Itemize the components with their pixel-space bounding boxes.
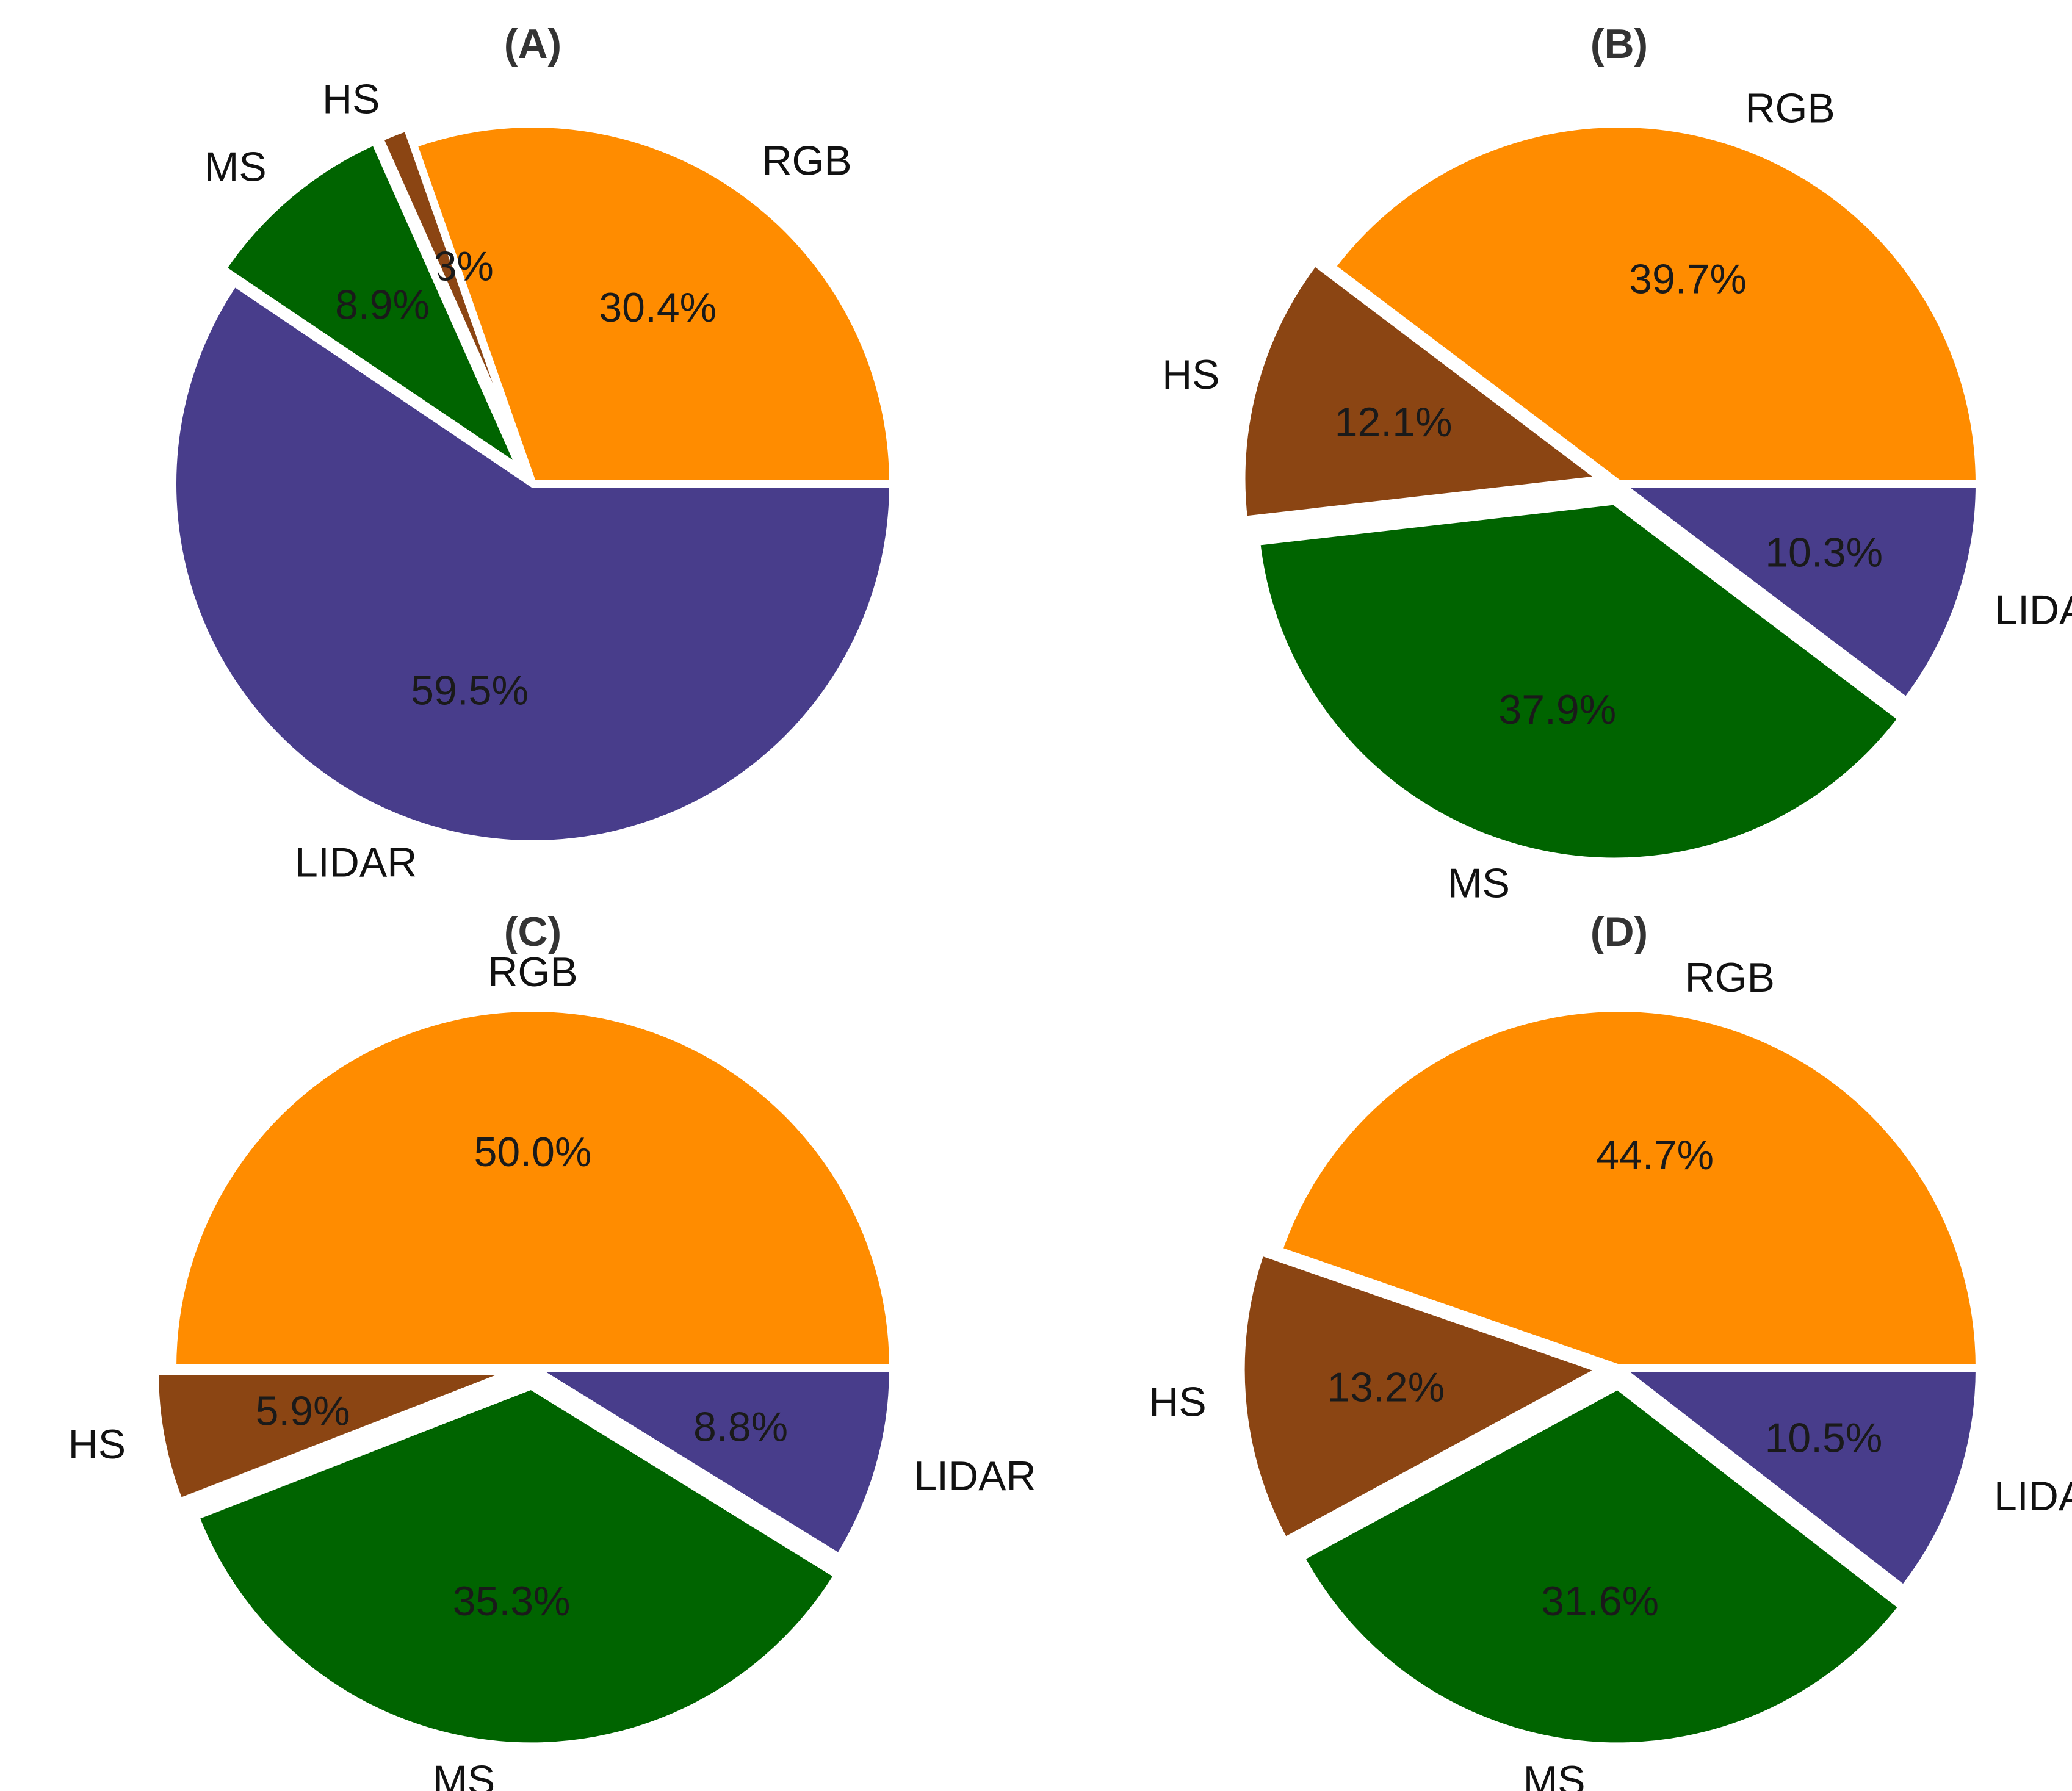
pct-label-hs: 12.1% <box>1335 399 1453 445</box>
pct-label-hs: 5.9% <box>256 1388 350 1435</box>
pie-slice-rgb <box>1326 120 1984 488</box>
pct-label-rgb: 44.7% <box>1596 1132 1714 1178</box>
pie-slice-ms <box>1296 1382 1908 1750</box>
panel-title: (C) <box>504 909 561 955</box>
pie-slice-ms <box>1252 497 1907 865</box>
pie-slice-hs <box>1238 257 1612 524</box>
pie-panel-1: (B) 39.7% RGB 12.1% HS 37.9% MS 10.3% LIDAR <box>1162 21 2072 906</box>
pie-slice-hs <box>151 1368 517 1507</box>
slice-label-lidar: LIDAR <box>914 1453 1036 1499</box>
pie-slice-rgb <box>1274 1004 1984 1372</box>
slice-label-hs: HS <box>322 76 380 122</box>
slice-label-ms: MS <box>433 1757 495 1791</box>
slice-label-ms: MS <box>1448 860 1510 906</box>
pct-label-lidar: 8.8% <box>693 1404 788 1450</box>
slice-label-lidar: LIDAR <box>1994 1473 2072 1519</box>
pct-label-rgb: 30.4% <box>599 284 717 331</box>
slice-label-rgb: RGB <box>1745 85 1835 132</box>
pie-slice-hs <box>375 123 530 469</box>
slice-label-rgb: RGB <box>488 949 577 995</box>
pct-label-lidar: 10.5% <box>1765 1415 1883 1461</box>
pie-slice-lidar <box>1608 480 1984 707</box>
pct-label-ms: 31.6% <box>1541 1578 1659 1624</box>
pie-slice-lidar <box>169 277 897 848</box>
pie-slice-lidar <box>519 1364 897 1563</box>
slice-label-hs: HS <box>68 1421 126 1468</box>
pct-label-rgb: 39.7% <box>1629 256 1747 302</box>
pct-label-rgb: 50.0% <box>474 1129 592 1175</box>
pie-slice-hs <box>1237 1247 1611 1546</box>
slice-label-hs: HS <box>1149 1378 1206 1425</box>
pie-slice-rgb <box>409 120 897 488</box>
slice-label-hs: HS <box>1162 351 1219 398</box>
pct-label-ms: 37.9% <box>1498 686 1616 733</box>
slice-label-rgb: RGB <box>762 138 851 184</box>
pct-label-lidar: 59.5% <box>411 668 529 714</box>
panel-title: (A) <box>504 21 561 67</box>
slice-label-lidar: LIDAR <box>1994 586 2072 633</box>
pie-panel-3: (D) 44.7% RGB 13.2% HS 31.6% MS 10.5% LIDAR <box>1149 909 2072 1791</box>
slice-label-lidar: LIDAR <box>295 840 417 886</box>
pct-label-ms: 8.9% <box>335 281 430 328</box>
pie-slice-lidar <box>1608 1364 1984 1595</box>
pie-slice-ms <box>217 136 530 481</box>
slice-label-rgb: RGB <box>1685 954 1775 1001</box>
pie-slice-ms <box>190 1382 843 1750</box>
panel-title: (D) <box>1590 909 1648 955</box>
slice-label-ms: MS <box>204 143 267 190</box>
panel-title: (B) <box>1590 21 1648 67</box>
pct-label-lidar: 10.3% <box>1765 530 1883 576</box>
pie-panel-2: (C) 50.0% RGB 5.9% HS 35.3% MS 8.8% LIDAR <box>68 909 1036 1791</box>
pie-slice-rgb <box>168 1004 897 1372</box>
pct-label-hs: 13.2% <box>1327 1364 1445 1410</box>
pct-label-ms: 35.3% <box>453 1578 571 1624</box>
slice-label-ms: MS <box>1523 1757 1586 1791</box>
